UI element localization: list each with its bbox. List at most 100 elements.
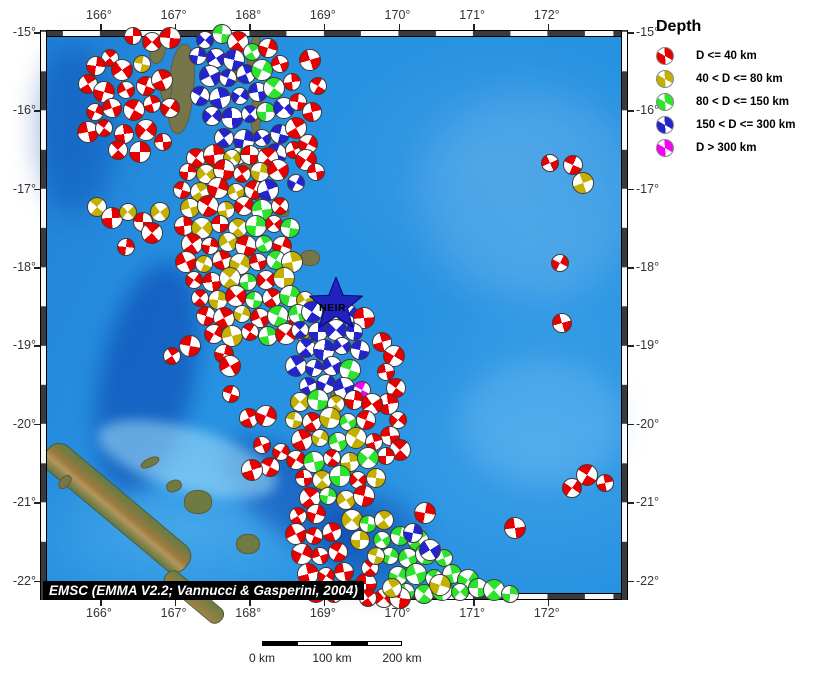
axis-tick-label: -16° — [12, 103, 36, 118]
focal-mechanism-marker — [181, 233, 203, 255]
focal-mechanism-marker — [372, 332, 392, 352]
focal-mechanism-marker — [221, 325, 243, 347]
focal-mechanism-marker — [245, 291, 263, 309]
axis-tick-label: 167° — [160, 606, 187, 620]
legend-beachball-icon — [656, 138, 674, 157]
legend-item-label: 40 < D <= 80 km — [696, 72, 783, 85]
focal-mechanism-marker — [265, 143, 287, 165]
scale-bar-label: 200 km — [382, 651, 422, 665]
focal-mechanism-marker — [197, 195, 219, 217]
axis-tick — [100, 600, 102, 606]
focal-mechanism-marker — [141, 222, 163, 244]
focal-mechanism-marker — [273, 267, 295, 289]
axis-tick-label: -16° — [636, 103, 660, 118]
legend-item-label: 150 < D <= 300 km — [696, 118, 796, 131]
focal-mechanism-marker — [201, 237, 219, 255]
scale-bar-segment — [297, 641, 332, 646]
axis-tick-label: -15° — [636, 25, 660, 39]
focal-mechanism-marker — [288, 304, 308, 324]
focal-mechanism-marker — [293, 323, 311, 341]
axis-tick-label: 166° — [86, 606, 112, 620]
focal-mechanism-marker — [302, 412, 322, 432]
island-shape — [160, 70, 172, 102]
focal-mechanism-marker — [225, 285, 247, 307]
focal-mechanism-marker — [135, 119, 157, 141]
focal-mechanism-marker — [123, 99, 145, 121]
axis-tick — [628, 580, 634, 583]
axis-tick-label: 172° — [533, 8, 560, 22]
focal-mechanism-marker — [219, 355, 241, 377]
axis-tick — [249, 600, 251, 606]
focal-mechanism-marker — [217, 201, 235, 219]
focal-mechanism-marker — [285, 411, 303, 429]
axis-tick-label: 170° — [384, 606, 411, 620]
focal-mechanism-marker — [389, 411, 407, 429]
focal-mechanism-marker — [239, 273, 257, 291]
focal-mechanism-marker — [204, 324, 224, 344]
focal-mechanism-marker — [291, 321, 309, 339]
focal-mechanism-marker — [271, 55, 289, 73]
axis-tick-label: 168° — [235, 8, 262, 22]
axis-tick — [398, 24, 401, 30]
focal-mechanism-marker — [296, 338, 316, 358]
focal-mechanism-marker — [241, 323, 259, 341]
focal-mechanism-marker — [311, 429, 329, 447]
focal-mechanism-marker — [383, 345, 405, 367]
axis-tick — [628, 345, 634, 347]
axis-tick — [628, 188, 634, 191]
focal-mechanism-marker — [245, 215, 267, 237]
legend-item: 80 < D <= 150 km — [652, 90, 812, 113]
focal-mechanism-marker — [299, 49, 321, 71]
focal-mechanism-marker — [419, 539, 441, 561]
focal-mechanism-marker — [328, 432, 348, 452]
focal-mechanism-marker — [302, 102, 322, 122]
focal-mechanism-marker — [133, 55, 151, 73]
scale-bar-segment — [332, 641, 367, 646]
focal-mechanism-marker — [218, 232, 238, 252]
focal-mechanism-marker — [250, 308, 270, 328]
focal-mechanism-marker — [244, 180, 264, 200]
axis-tick — [100, 24, 102, 30]
scale-bar-segment — [367, 641, 402, 646]
focal-mechanism-marker — [233, 305, 251, 323]
focal-mechanism-marker — [180, 198, 200, 218]
focal-mechanism-marker — [212, 250, 232, 270]
focal-mechanism-marker — [287, 174, 305, 192]
axis-tick — [547, 24, 550, 30]
axis-tick — [34, 345, 40, 347]
focal-mechanism-marker — [283, 73, 301, 91]
focal-mechanism-marker — [111, 59, 133, 81]
focal-mechanism-marker — [262, 288, 282, 308]
axis-tick — [34, 32, 40, 34]
legend-title: Depth — [656, 18, 702, 35]
focal-mechanism-marker — [229, 253, 251, 275]
focal-mechanism-marker — [174, 216, 194, 236]
legend-beachball-icon — [656, 46, 674, 65]
axis-tick-label: -17° — [12, 181, 36, 196]
deep-water-patch — [325, 495, 420, 590]
axis-tick — [174, 600, 177, 606]
focal-mechanism-marker — [263, 77, 285, 99]
legend-item-label: D <= 40 km — [696, 49, 757, 62]
focal-mechanism-marker — [552, 313, 572, 333]
legend-item: 150 < D <= 300 km — [652, 113, 812, 136]
focal-mechanism-marker — [345, 323, 363, 341]
scale-bar-segment — [262, 641, 297, 646]
depth-legend: Depth D <= 40 km 40 < D <= 80 km 80 < D <=… — [652, 18, 812, 159]
island-shape — [236, 534, 260, 554]
focal-mechanism-marker — [228, 218, 248, 238]
focal-mechanism-marker — [202, 106, 222, 126]
focal-mechanism-marker — [114, 124, 134, 144]
focal-mechanism-marker — [191, 217, 213, 239]
focal-mechanism-marker — [234, 196, 254, 216]
focal-mechanism-marker — [267, 159, 289, 181]
focal-mechanism-marker — [214, 344, 234, 364]
focal-mechanism-marker — [150, 202, 170, 222]
focal-mechanism-marker — [211, 215, 229, 233]
focal-mechanism-marker — [257, 147, 279, 169]
island-shape — [230, 70, 246, 82]
axis-tick — [34, 188, 40, 191]
axis-tick — [323, 24, 326, 30]
axis-tick-label: 166° — [86, 8, 112, 22]
focal-mechanism-marker — [133, 212, 153, 232]
